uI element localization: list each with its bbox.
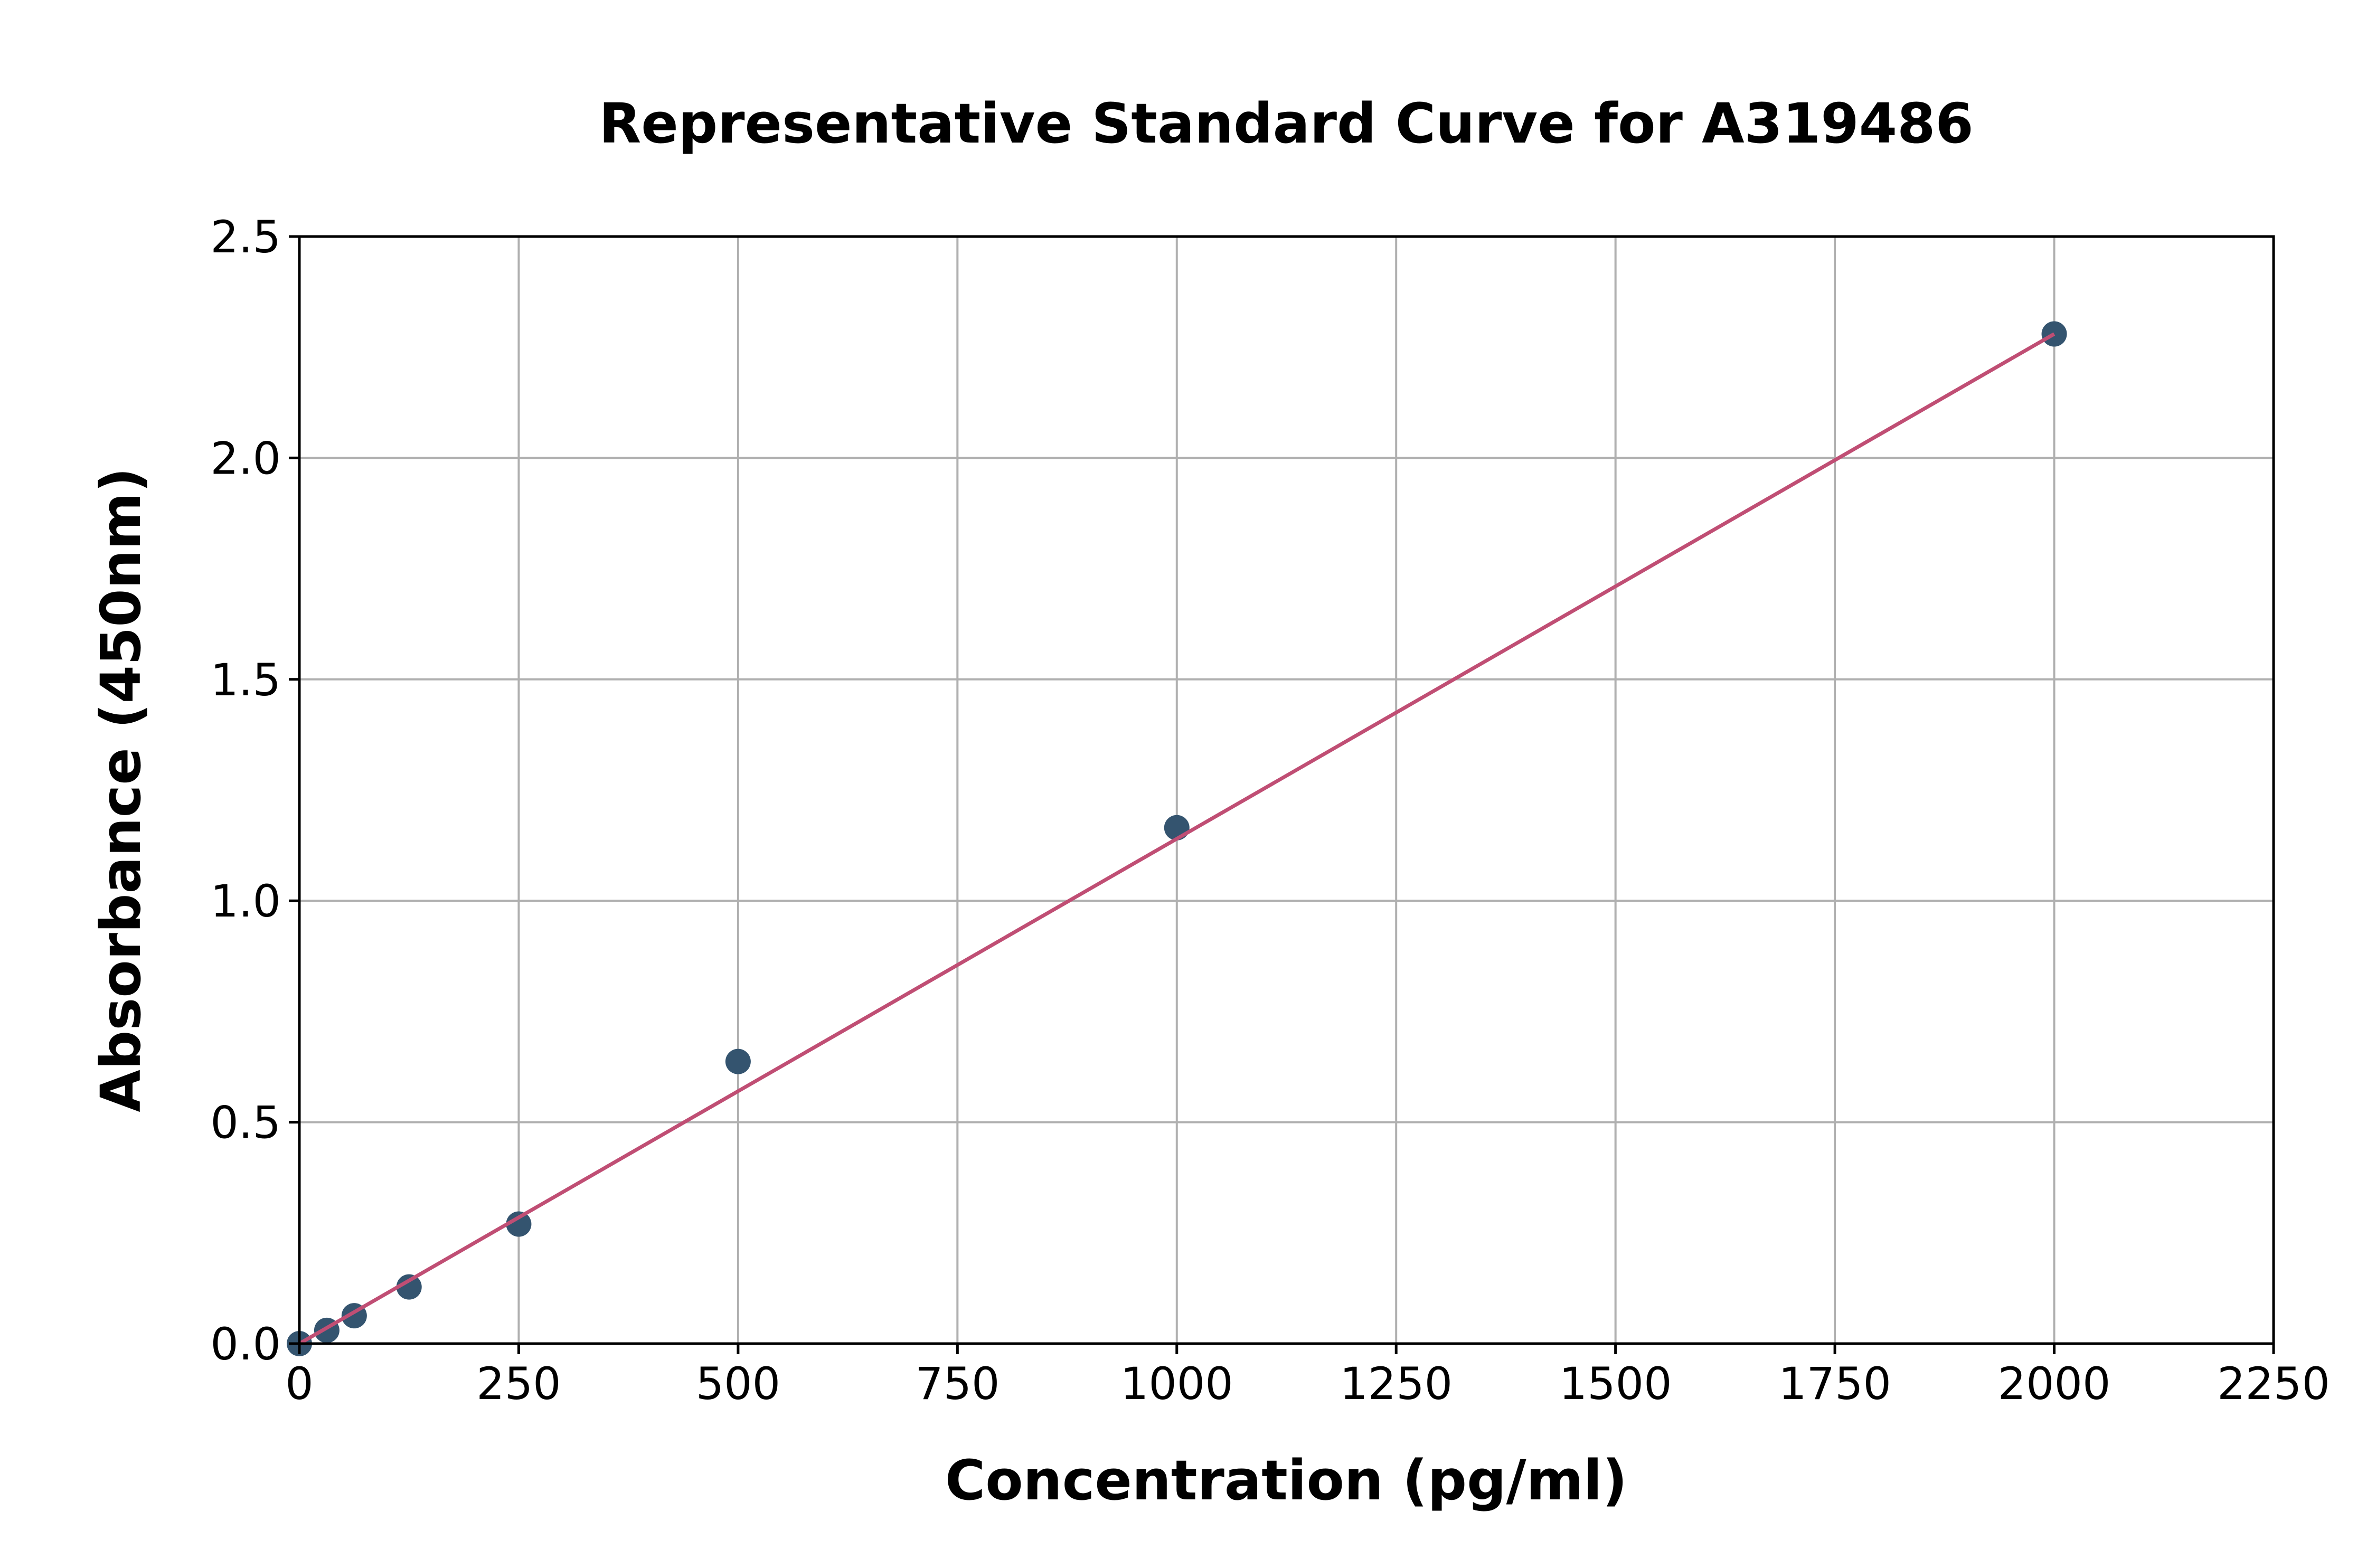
y-tick-label: 1.0: [210, 875, 281, 927]
data-marks: [287, 321, 2067, 1356]
y-tick-label: 2.5: [210, 211, 281, 263]
y-tick-label: 0.5: [210, 1097, 281, 1149]
y-axis-label: Absorbance (450nm): [89, 467, 153, 1112]
y-tick-label: 1.5: [210, 654, 281, 706]
x-tick-label: 2250: [2217, 1358, 2330, 1410]
chart-title: Representative Standard Curve for A31948…: [599, 91, 1974, 156]
ticks: 0 250 500 750 1000 1250 1500 1750 2000 2250 0.0 0.5…: [210, 211, 2330, 1410]
data-point: [396, 1274, 422, 1300]
data-point: [725, 1049, 751, 1074]
data-point: [506, 1211, 532, 1237]
x-tick-label: 1000: [1120, 1358, 1233, 1410]
x-tick-label: 1500: [1559, 1358, 1672, 1410]
x-tick-label: 500: [696, 1358, 780, 1410]
grid: [298, 235, 2275, 1345]
x-tick-label: 0: [285, 1358, 313, 1410]
x-tick-label: 250: [476, 1358, 561, 1410]
fit-line: [298, 332, 2056, 1346]
x-tick-label: 1250: [1340, 1358, 1453, 1410]
x-tick-label: 750: [915, 1358, 1000, 1410]
x-axis-label: Concentration (pg/ml): [945, 1448, 1627, 1513]
y-tick-label: 2.0: [210, 432, 281, 484]
x-tick-label: 2000: [1998, 1358, 2111, 1410]
data-point: [1164, 815, 1190, 840]
x-tick-label: 1750: [1778, 1358, 1891, 1410]
y-tick-label: 0.0: [210, 1318, 281, 1370]
plot-frame: [298, 235, 2275, 1345]
